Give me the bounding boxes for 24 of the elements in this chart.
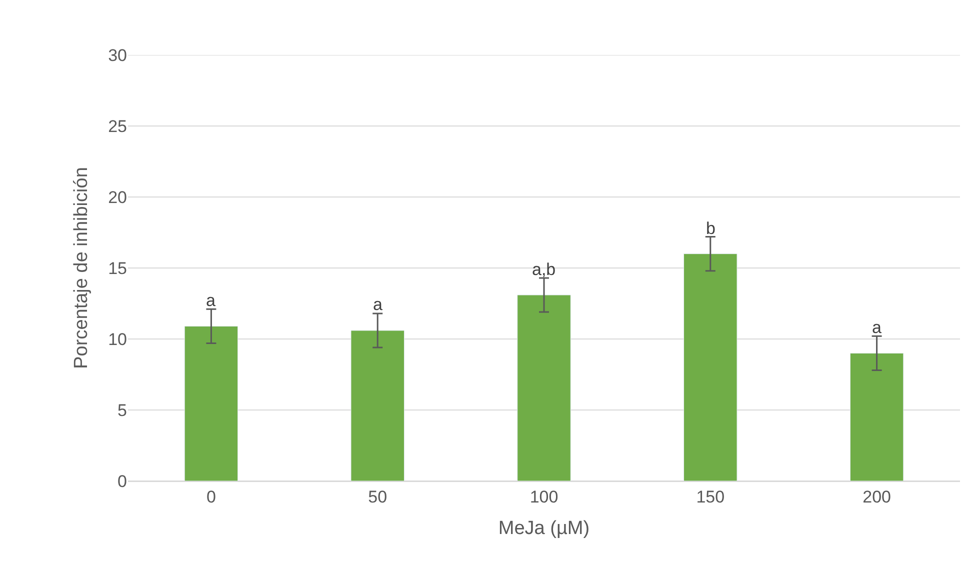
y-tick-label: 0 xyxy=(118,472,127,491)
bar xyxy=(850,352,904,481)
y-tick-label: 10 xyxy=(108,330,127,349)
x-tick-label: 50 xyxy=(368,487,388,506)
bar xyxy=(184,326,238,481)
x-tick-label: 200 xyxy=(862,487,891,506)
bar xyxy=(350,330,404,481)
y-tick-label: 25 xyxy=(108,116,127,136)
x-tick-label: 100 xyxy=(530,487,558,506)
y-tick-label: 5 xyxy=(118,400,127,420)
x-axis-title: MeJa (µM) xyxy=(498,518,590,540)
annotation: a,b xyxy=(532,260,556,279)
annotation: b xyxy=(706,219,716,238)
bar xyxy=(684,254,738,481)
annotation: a xyxy=(872,318,882,337)
y-axis-title: Porcentaje de inhibición xyxy=(70,167,92,369)
y-tick-label: 20 xyxy=(108,188,127,207)
y-tick-label: 30 xyxy=(108,46,127,65)
annotation: a xyxy=(373,295,383,314)
annotation: a xyxy=(206,291,216,310)
x-tick-label: 0 xyxy=(206,487,216,506)
x-tick-label: 150 xyxy=(696,487,725,506)
y-tick-label: 15 xyxy=(108,258,127,278)
bar xyxy=(517,294,571,481)
